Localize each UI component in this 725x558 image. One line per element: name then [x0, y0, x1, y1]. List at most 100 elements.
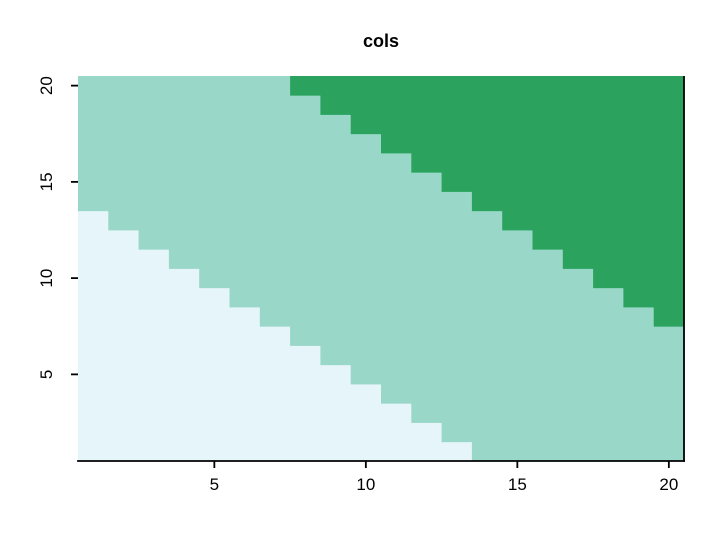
- heatmap-cell: [138, 114, 170, 135]
- heatmap-cell: [653, 326, 685, 346]
- heatmap-cell: [138, 249, 170, 269]
- heatmap-cell: [229, 403, 261, 423]
- heatmap-cell: [138, 364, 170, 385]
- heatmap-cell: [259, 133, 291, 154]
- heatmap-cell: [199, 441, 230, 462]
- x-axis-tick-label: 5: [210, 475, 219, 494]
- heatmap-cell: [593, 268, 624, 289]
- heatmap-cell: [623, 268, 655, 289]
- heatmap-cell: [199, 210, 230, 231]
- heatmap-cell: [623, 133, 655, 154]
- heatmap-cell: [229, 307, 261, 327]
- heatmap-cell: [78, 326, 109, 346]
- heatmap-cell: [411, 422, 442, 443]
- heatmap-cell: [502, 345, 533, 366]
- heatmap-cell: [259, 364, 291, 385]
- heatmap-cell: [381, 345, 412, 366]
- heatmap-cell: [381, 114, 412, 135]
- heatmap-cell: [290, 307, 321, 327]
- heatmap-cell: [199, 364, 230, 385]
- heatmap-cell: [199, 384, 230, 404]
- heatmap-cell: [502, 441, 533, 462]
- heatmap-cell: [441, 441, 473, 462]
- heatmap-cell: [168, 287, 200, 308]
- heatmap-cell: [259, 345, 291, 366]
- heatmap-cell: [653, 230, 685, 250]
- heatmap-cell: [108, 76, 139, 96]
- heatmap-cell: [108, 403, 139, 423]
- y-axis-tick-label: 20: [37, 76, 56, 95]
- heatmap-cell: [78, 307, 109, 327]
- heatmap-cell: [502, 114, 533, 135]
- heatmap-cell: [320, 364, 352, 385]
- heatmap-cell: [623, 422, 655, 443]
- heatmap-cell: [502, 133, 533, 154]
- heatmap-cell: [623, 95, 655, 115]
- heatmap-cell: [78, 384, 109, 404]
- heatmap-cell: [471, 153, 503, 173]
- heatmap-cell: [653, 153, 685, 173]
- heatmap-cell: [138, 422, 170, 443]
- heatmap-cell: [320, 191, 352, 212]
- heatmap-cell: [653, 384, 685, 404]
- heatmap-cell: [502, 422, 533, 443]
- heatmap-cell: [532, 287, 564, 308]
- heatmap-cell: [593, 95, 624, 115]
- heatmap-cell: [532, 326, 564, 346]
- heatmap-cell: [653, 441, 685, 462]
- heatmap-cell: [259, 249, 291, 269]
- heatmap-cell: [78, 249, 109, 269]
- heatmap-cell: [532, 172, 564, 192]
- heatmap-cell: [138, 153, 170, 173]
- heatmap-cell: [290, 133, 321, 154]
- heatmap-cell: [138, 307, 170, 327]
- heatmap-cell: [199, 307, 230, 327]
- heatmap-cell: [290, 153, 321, 173]
- heatmap-cell: [562, 403, 594, 423]
- heatmap-cell: [259, 172, 291, 192]
- heatmap-cell: [532, 307, 564, 327]
- heatmap-cell: [108, 422, 139, 443]
- heatmap-cell: [562, 422, 594, 443]
- heatmap-cell: [259, 441, 291, 462]
- heatmap-cell: [350, 287, 382, 308]
- heatmap-cell: [653, 95, 685, 115]
- heatmap-cell: [411, 268, 442, 289]
- heatmap-cell: [138, 230, 170, 250]
- heatmap-cell: [320, 153, 352, 173]
- heatmap-cell: [471, 249, 503, 269]
- heatmap-cell: [381, 364, 412, 385]
- heatmap-cell: [441, 172, 473, 192]
- heatmap-cell: [562, 230, 594, 250]
- heatmap-cell: [290, 268, 321, 289]
- y-axis-tick-label: 10: [37, 269, 56, 288]
- heatmap-cell: [381, 133, 412, 154]
- heatmap-cell: [411, 364, 442, 385]
- heatmap-cell: [290, 76, 321, 96]
- heatmap-cell: [502, 326, 533, 346]
- heatmap-cell: [350, 230, 382, 250]
- heatmap-cell: [138, 326, 170, 346]
- heatmap-cell: [320, 326, 352, 346]
- heatmap-cell: [593, 326, 624, 346]
- heatmap-cell: [623, 326, 655, 346]
- heatmap-cell: [471, 287, 503, 308]
- heatmap-cell: [320, 268, 352, 289]
- heatmap-cell: [229, 326, 261, 346]
- heatmap-cell: [138, 268, 170, 289]
- heatmap-cell: [593, 133, 624, 154]
- heatmap-cell: [138, 287, 170, 308]
- heatmap-cell: [350, 422, 382, 443]
- heatmap-cell: [623, 153, 655, 173]
- heatmap-cell: [381, 326, 412, 346]
- heatmap-cell: [653, 345, 685, 366]
- heatmap-cell: [471, 422, 503, 443]
- heatmap-cell: [350, 114, 382, 135]
- heatmap-cell: [381, 403, 412, 423]
- heatmap-cell: [78, 95, 109, 115]
- heatmap-cell: [199, 403, 230, 423]
- heatmap-cell: [441, 133, 473, 154]
- heatmap-cell: [199, 326, 230, 346]
- heatmap-cell: [320, 384, 352, 404]
- heatmap-cell: [350, 95, 382, 115]
